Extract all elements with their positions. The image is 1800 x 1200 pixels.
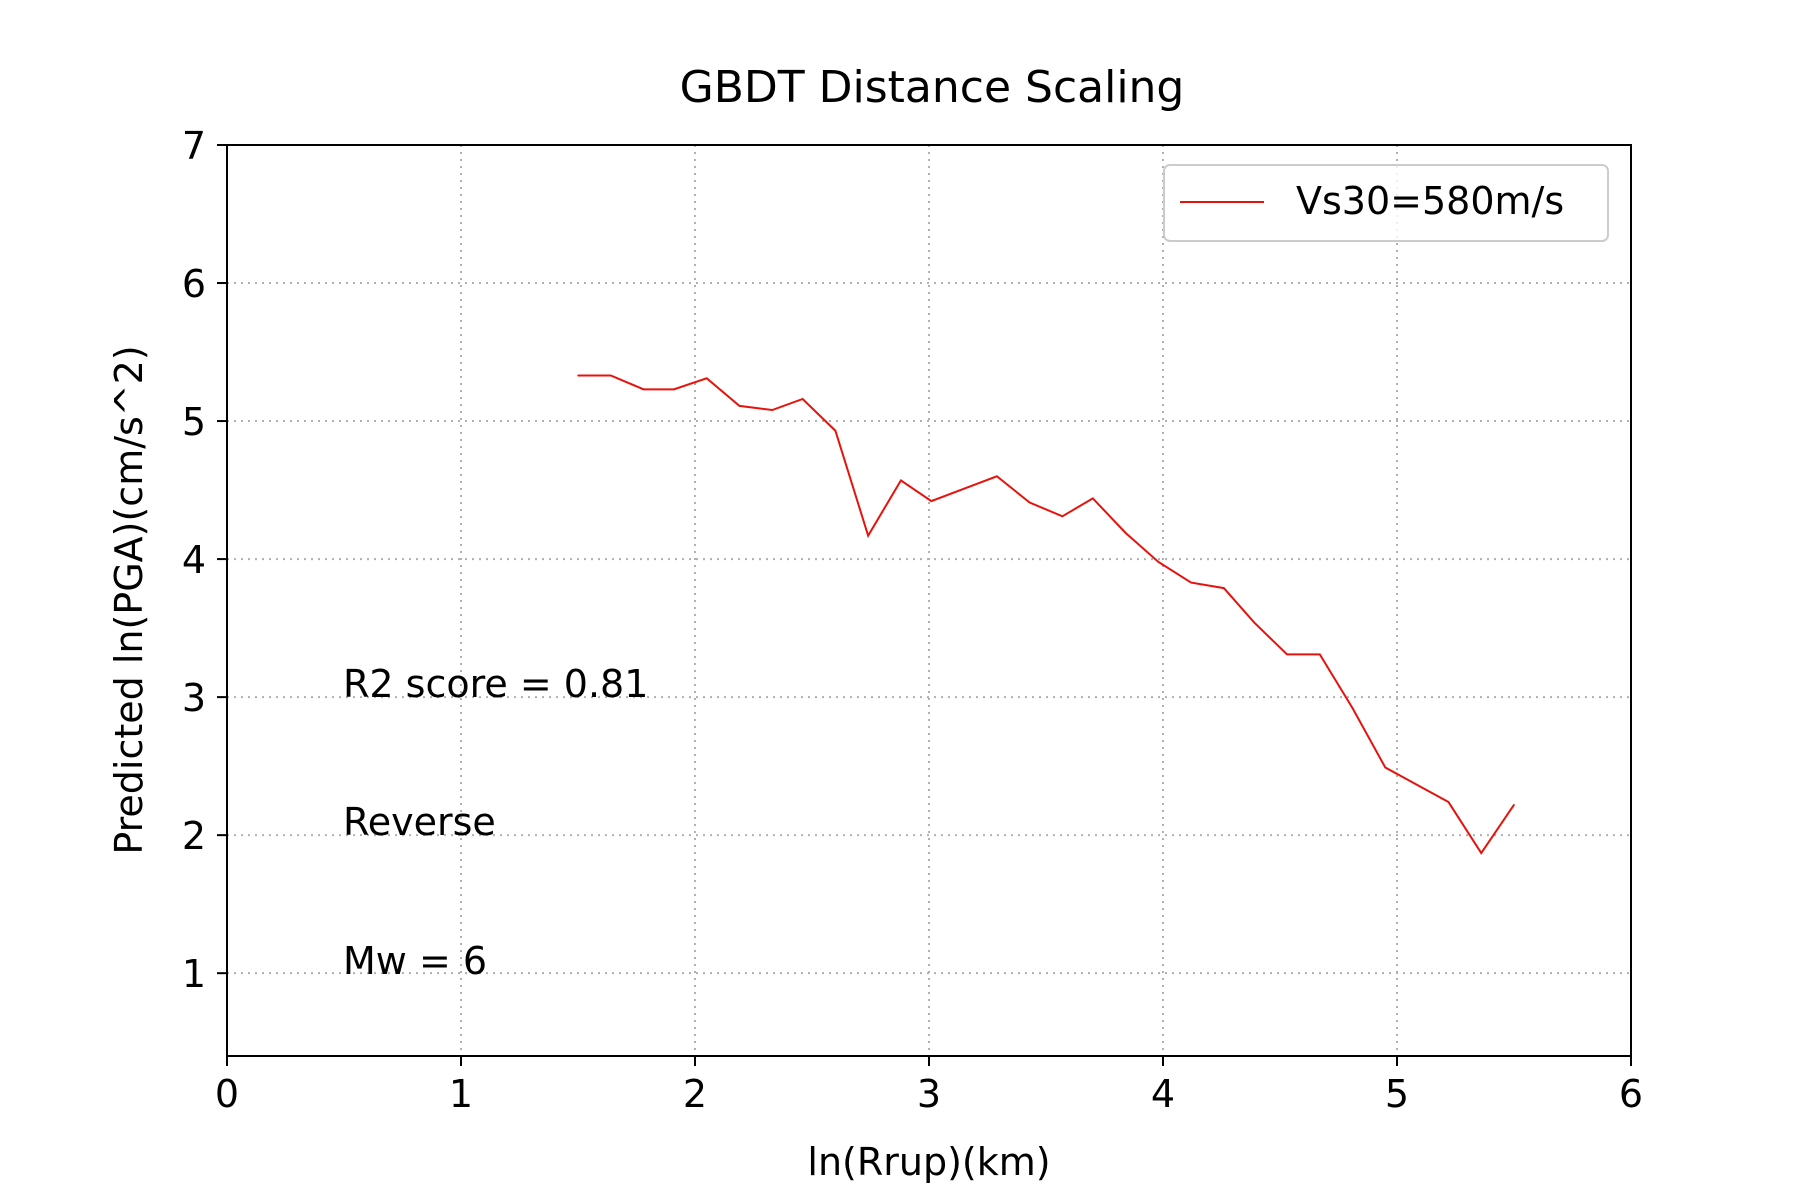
data-point xyxy=(930,500,933,502)
x-axis-label: ln(Rrup)(km) xyxy=(807,1140,1050,1184)
data-point xyxy=(771,409,774,411)
data-point xyxy=(801,398,804,400)
series-layer xyxy=(577,374,1515,855)
x-tick-label: 2 xyxy=(683,1072,707,1116)
data-point xyxy=(1092,497,1094,500)
series-line xyxy=(578,374,1515,855)
data-point xyxy=(642,388,645,391)
data-point xyxy=(1318,653,1321,656)
data-point xyxy=(1157,561,1160,563)
y-tick-label: 6 xyxy=(182,262,206,306)
x-tick-label: 1 xyxy=(449,1072,473,1116)
x-tick-label: 0 xyxy=(215,1072,239,1116)
data-point xyxy=(834,429,837,432)
x-tick-label: 4 xyxy=(1151,1072,1175,1116)
axis-ticks: 0 1 2 3 4 5 6 1 2 3 4 5 6 7 xyxy=(182,124,1643,1116)
annotation-fault-type: Reverse xyxy=(343,800,496,844)
data-point xyxy=(1061,515,1064,518)
y-tick-label: 7 xyxy=(182,124,206,168)
data-point xyxy=(1286,653,1288,656)
data-point xyxy=(1513,803,1515,806)
chart-title: GBDT Distance Scaling xyxy=(680,62,1185,113)
y-tick-label: 4 xyxy=(182,538,206,582)
data-point xyxy=(738,405,741,407)
data-point xyxy=(1253,621,1256,624)
data-point xyxy=(1028,501,1031,504)
data-point xyxy=(1480,852,1483,854)
x-tick-label: 6 xyxy=(1619,1072,1643,1116)
y-tick-label: 3 xyxy=(182,676,206,720)
grid-lines xyxy=(227,145,1631,1056)
data-point xyxy=(1190,581,1192,584)
data-point xyxy=(996,475,998,478)
x-tick-label: 5 xyxy=(1385,1072,1409,1116)
data-point xyxy=(705,377,708,380)
y-tick-label: 5 xyxy=(182,400,206,444)
data-point xyxy=(673,388,675,391)
x-tick-label: 3 xyxy=(917,1072,941,1116)
legend-label: Vs30=580m/s xyxy=(1296,179,1564,223)
y-tick-label: 1 xyxy=(182,952,206,996)
data-point xyxy=(1351,707,1354,709)
data-point xyxy=(1414,783,1417,785)
y-tick-label: 2 xyxy=(182,814,206,858)
data-point xyxy=(963,487,965,490)
data-point xyxy=(900,479,902,482)
legend-box xyxy=(1163,164,1609,242)
data-point xyxy=(867,534,869,537)
y-axis-label: Predicted ln(PGA)(cm/s^2) xyxy=(107,345,151,854)
data-point xyxy=(577,374,579,377)
data-point xyxy=(1384,766,1387,769)
annotation-r2-score: R2 score = 0.81 xyxy=(343,662,648,706)
data-point xyxy=(609,374,612,377)
data-point xyxy=(1447,801,1450,803)
legend: Vs30=580m/s xyxy=(1163,164,1609,242)
data-point xyxy=(1223,587,1225,589)
data-point xyxy=(1124,532,1127,534)
plot-frame xyxy=(226,144,1632,1057)
annotation-magnitude: Mw = 6 xyxy=(343,939,487,983)
